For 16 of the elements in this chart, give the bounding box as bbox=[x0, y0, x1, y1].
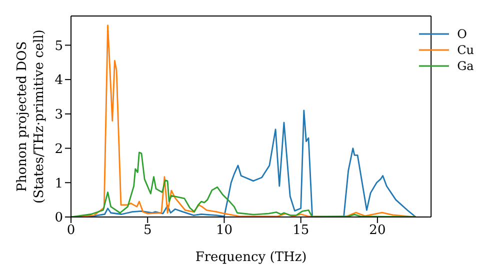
legend-label: Cu bbox=[457, 42, 474, 58]
x-tick-label: 5 bbox=[143, 223, 152, 238]
x-tick-label: 20 bbox=[369, 223, 386, 238]
legend-label: Ga bbox=[457, 58, 474, 74]
y-tick-label: 5 bbox=[54, 38, 63, 54]
y-tick-label: 3 bbox=[54, 108, 63, 123]
y-tick-label: 4 bbox=[54, 73, 63, 88]
x-axis-title: Frequency (THz) bbox=[195, 250, 307, 265]
y-tick-label: 2 bbox=[54, 142, 63, 157]
x-tick-label: 0 bbox=[66, 223, 76, 238]
y-axis-title: Phonon projected DOS (States/THz·primitive cell) bbox=[15, 29, 47, 204]
x-tick-label: 15 bbox=[292, 223, 310, 238]
y-tick-label: 1 bbox=[54, 176, 63, 192]
x-tick-label: 10 bbox=[216, 223, 232, 238]
legend-label: O bbox=[457, 26, 467, 42]
y-tick-label: 0 bbox=[54, 210, 63, 226]
